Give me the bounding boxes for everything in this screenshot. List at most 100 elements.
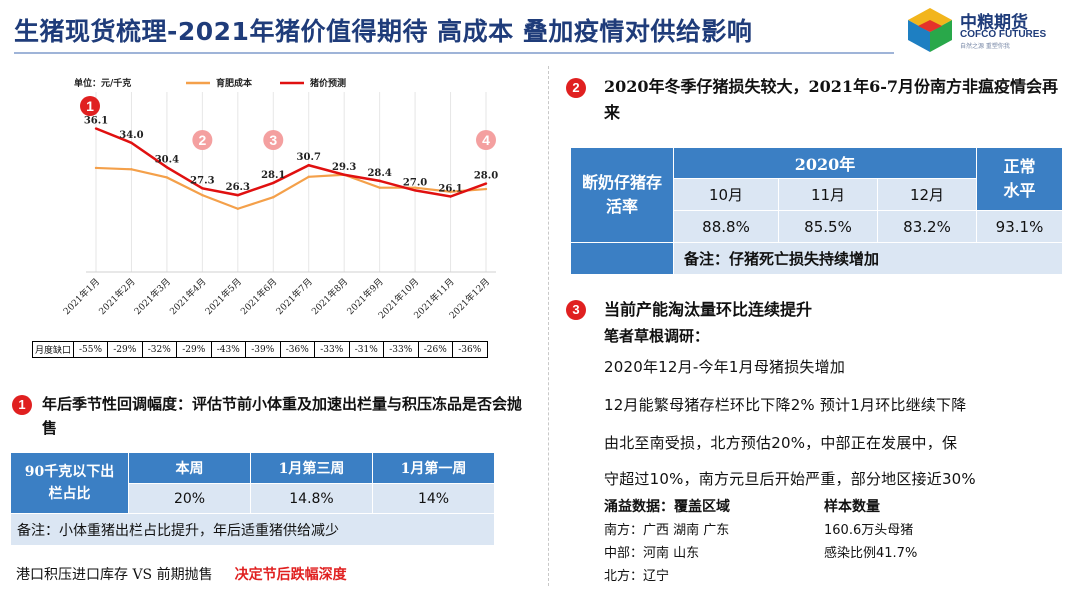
- section1-footer-highlight: 决定节后跌幅深度: [234, 567, 347, 583]
- section3-number-badge: 3: [566, 300, 586, 320]
- chart-x-tick-label: 2021年6月: [238, 276, 279, 317]
- chart-point: [130, 168, 133, 171]
- section2-heading-text: 2020年冬季仔猪损失较大，2021年6-7月份南方非瘟疫情会再来: [604, 77, 1058, 122]
- chart-x-tick-label: 2021年1月: [61, 276, 102, 317]
- chart-point: [307, 175, 310, 178]
- chart-point: [94, 127, 98, 130]
- coverage-region: 南方：广西 湖南 广东: [604, 523, 730, 538]
- chart-data-label: 26.1: [438, 184, 462, 195]
- coverage-row: 北方：辽宁: [604, 565, 669, 584]
- section2-normal-header-text: 正常水平: [1003, 157, 1036, 200]
- section2-year-header: 2020年: [673, 147, 977, 179]
- section1-val-jan-week1: 14%: [372, 483, 495, 514]
- chart-data-label: 36.1: [84, 116, 108, 127]
- monthly-gap-cell: -26%: [417, 341, 454, 358]
- section2-val-oct: 88.8%: [673, 210, 779, 243]
- legend-label: 育肥成本: [216, 77, 253, 89]
- section1-val-this-week: 20%: [128, 483, 251, 514]
- section2-month-oct: 10月: [673, 178, 779, 211]
- monthly-gap-cell: -36%: [452, 341, 488, 358]
- section2-row-header-text: 断奶仔猪存活率: [582, 173, 663, 216]
- coverage-header: 涌益数据：覆盖区域 样本数量: [604, 496, 880, 516]
- section2-table: 断奶仔猪存活率 2020年 正常水平 10月 11月 12月 88.8% 85.…: [570, 147, 1063, 275]
- chart-x-tick-label: 2021年8月: [309, 276, 350, 317]
- section2-val-normal: 93.1%: [976, 210, 1063, 243]
- chart-point: [342, 173, 346, 176]
- section1-row-header-text: 90千克以下出栏占比: [24, 464, 115, 502]
- chart-point: [378, 179, 381, 183]
- page-title: 生猪现货梳理-2021年猪价值得期待 高成本 叠加疫情对供给影响: [14, 17, 753, 46]
- chart-data-label: 30.4: [155, 154, 179, 165]
- chart-point: [94, 166, 98, 170]
- title-underline: [14, 52, 894, 54]
- coverage-sample: 160.6万头母猪: [824, 523, 914, 538]
- chart-marker-badge: [192, 130, 213, 150]
- chart-marker-number: 1: [86, 98, 94, 114]
- section1-number-badge: 1: [12, 395, 32, 415]
- chart-point: [272, 181, 275, 185]
- section3-subheading: 笔者草根调研：: [604, 327, 710, 345]
- chart-data-label: 28.0: [474, 171, 498, 182]
- chart-data-label: 27.0: [403, 177, 427, 188]
- monthly-gap-cell: -55%: [73, 341, 109, 358]
- monthly-gap-cell: -29%: [176, 341, 212, 358]
- monthly-gap-cell: -31%: [348, 341, 385, 358]
- chart-point: [201, 193, 204, 197]
- section2-number-badge: 2: [566, 78, 586, 98]
- chart-point: [165, 166, 169, 169]
- cofco-logo: 中粮期货 COFCO FUTURES 自然之源 重塑你我: [900, 4, 1075, 54]
- chart-point: [413, 186, 417, 189]
- monthly-gap-row: 月度缺口 -55% -29% -32% -29% -43% -39% -36% -33% -31…: [31, 341, 488, 358]
- section2-val-dec: 83.2%: [877, 210, 977, 243]
- chart-point: [236, 193, 240, 197]
- coverage-header-left: 涌益数据：覆盖区域: [604, 499, 730, 515]
- section3-line: 由北至南受损，北方预估20%，中部正在发展中，保: [604, 434, 958, 452]
- chart-point: [484, 182, 488, 185]
- monthly-gap-label: 月度缺口: [31, 341, 75, 358]
- section2-note-spacer: [570, 242, 674, 275]
- fattening-cost-line: [95, 166, 487, 210]
- monthly-gap-cell: -33%: [314, 341, 350, 358]
- section1-col-jan-week1: 1月第一周: [372, 452, 495, 484]
- chart-data-label: 28.4: [367, 168, 391, 179]
- chart-point: [307, 164, 310, 167]
- section1-table: 90千克以下出栏占比 本周 1月第三周 1月第一周 20% 14.8% 14% …: [10, 452, 495, 546]
- section3-line: 守超过10%，南方元旦后开始严重，部分地区接近30%: [604, 470, 976, 488]
- price-forecast-chart: 单位：元/千克 育肥成本 猪价预测 36.1 34.0 30.4 27.3 26.3 28.1 3…: [30, 62, 530, 362]
- chart-point: [130, 141, 133, 144]
- section1-heading-text: 年后季节性回调幅度：评估节前小体重及加速出栏量与积压冻品是否会抛售: [42, 395, 523, 437]
- chart-data-label: 27.3: [190, 175, 214, 186]
- coverage-region: 北方：辽宁: [604, 569, 670, 584]
- chart-marker-number: 4: [482, 132, 490, 148]
- monthly-gap-table: 月度缺口 -55% -29% -32% -29% -43% -39% -36% -33% -31…: [31, 341, 488, 358]
- monthly-gap-cell: -39%: [245, 341, 281, 358]
- chart-point: [449, 195, 452, 198]
- section1-row-header: 90千克以下出栏占比: [10, 452, 129, 514]
- section1-col-this-week: 本周: [128, 452, 251, 484]
- section3-line: 12月能繁母猪存栏环比下降2% 预计1月环比继续下降: [604, 396, 967, 414]
- chart-data-label: 34.0: [119, 130, 143, 141]
- logo-tagline: 自然之源 重塑你我: [960, 43, 1010, 50]
- section1-col-jan-week3: 1月第三周: [250, 452, 373, 484]
- section2-month-dec: 12月: [877, 178, 977, 211]
- section3-heading: 3 当前产能淘汰量环比连续提升: [566, 298, 812, 322]
- cofco-logo-icon: [908, 8, 952, 52]
- chart-point: [484, 187, 488, 191]
- price-forecast-line: [95, 127, 487, 198]
- chart-marker-badge: [263, 130, 284, 150]
- logo-name-cn: 中粮期货: [960, 13, 1028, 33]
- chart-point: [165, 176, 169, 179]
- section2-heading: 2 2020年冬季仔猪损失较大，2021年6-7月份南方非瘟疫情会再来: [566, 74, 1066, 126]
- chart-x-tick-label: 2021年3月: [132, 276, 173, 317]
- monthly-gap-cell: -36%: [279, 341, 316, 358]
- section1-footer: 港口积压进口库存 VS 前期抛售 决定节后跌幅深度: [16, 564, 347, 584]
- section2-note: 备注：仔猪死亡损失持续增加: [673, 242, 1063, 275]
- chart-x-tick-label: 2021年4月: [167, 276, 208, 317]
- logo-name-en: COFCO FUTURES: [960, 29, 1047, 40]
- monthly-gap-cell: -32%: [141, 341, 178, 358]
- section1-val-jan-week3: 14.8%: [250, 483, 373, 514]
- column-divider: [548, 66, 549, 586]
- section3-heading-text: 当前产能淘汰量环比连续提升: [604, 300, 813, 319]
- chart-data-label: 30.7: [297, 152, 321, 163]
- chart-point: [201, 187, 204, 190]
